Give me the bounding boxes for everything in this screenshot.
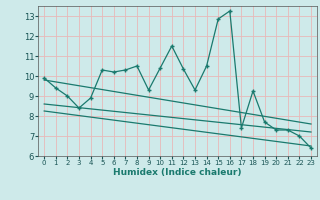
- X-axis label: Humidex (Indice chaleur): Humidex (Indice chaleur): [113, 168, 242, 177]
